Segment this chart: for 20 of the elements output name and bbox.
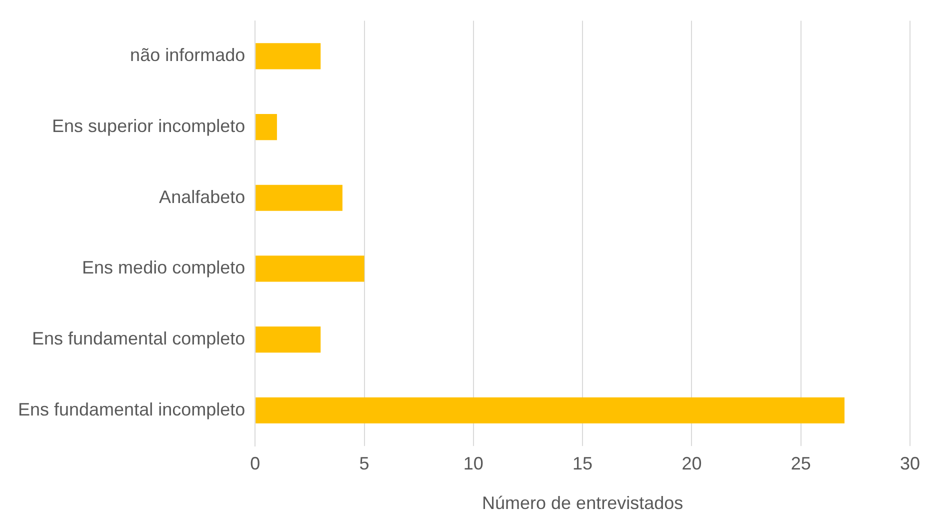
bar xyxy=(256,256,364,282)
bar xyxy=(256,114,277,140)
y-tick-label: Analfabeto xyxy=(159,186,246,207)
x-tick-label: 5 xyxy=(359,454,370,474)
y-tick-label: Ens superior incompleto xyxy=(52,116,246,136)
y-tick-label: não informado xyxy=(130,45,246,66)
bar xyxy=(256,43,321,70)
x-tick-label: 15 xyxy=(572,454,593,474)
bar xyxy=(256,184,342,211)
bar xyxy=(256,326,321,353)
y-tick-label: Ens medio completo xyxy=(82,258,246,278)
x-tick-label: 30 xyxy=(900,454,920,474)
bar xyxy=(256,397,845,424)
y-tick-label: Ens fundamental incompleto xyxy=(18,399,246,420)
x-axis-title: Número de entrevistados xyxy=(482,493,684,514)
x-tick-label: 25 xyxy=(790,454,811,474)
x-tick-label: 10 xyxy=(463,454,484,474)
x-tick-label: 0 xyxy=(250,454,260,474)
y-tick-label: Ens fundamental completo xyxy=(32,328,246,349)
x-tick-label: 20 xyxy=(682,454,702,474)
